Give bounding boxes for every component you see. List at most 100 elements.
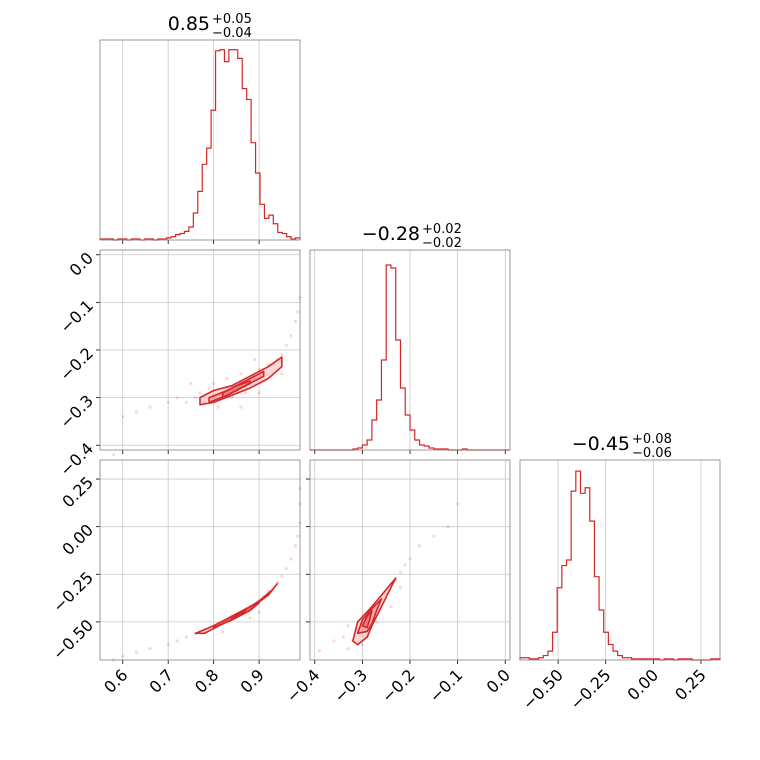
scatter-panel-0-frame: [99, 249, 301, 451]
contour-level-0: [194, 583, 279, 635]
title-minus-1: −0.02: [422, 236, 462, 251]
scatter-point: [243, 391, 248, 395]
scatter-point: [166, 400, 170, 404]
scatter-point: [398, 586, 403, 590]
scatter-point: [275, 580, 279, 584]
scatter-point: [280, 574, 284, 578]
histogram-line-1: [310, 264, 510, 451]
scatter-point: [341, 635, 345, 639]
scatter-point: [266, 362, 270, 366]
contour-level-2: [361, 609, 373, 629]
x-tick-label-param-2: −0.50: [519, 665, 567, 713]
contour-level-2: [231, 609, 247, 621]
scatter-point: [257, 391, 261, 395]
scatter-point: [456, 502, 460, 506]
scatter-point: [289, 557, 293, 561]
scatter-point: [293, 544, 298, 548]
y-tick-label-param-1: −0.1: [56, 296, 97, 337]
scatter-point: [346, 646, 350, 651]
scatter-point: [216, 405, 220, 409]
scatter-point: [296, 310, 300, 314]
title-plus-2: +0.08: [632, 432, 672, 447]
scatter-point: [239, 372, 243, 376]
scatter-point: [346, 624, 350, 628]
scatter-point: [148, 646, 152, 651]
x-tick-label-param-2: 0.00: [624, 665, 663, 704]
scatter-point: [221, 629, 225, 634]
scatter-point: [360, 643, 364, 647]
histogram-line-0: [99, 49, 301, 241]
scatter-point: [446, 525, 450, 529]
scatter-point: [389, 605, 393, 609]
scatter-point: [212, 381, 216, 385]
title-plus-1: +0.02: [422, 222, 462, 237]
hist-panel-1-frame: [309, 249, 511, 451]
scatter-panel-2-frame: [309, 459, 511, 661]
scatter-point: [134, 410, 138, 414]
title-median-2: −0.45: [572, 433, 630, 455]
x-tick-label-param-0: 0.9: [236, 665, 267, 696]
title-minus-2: −0.06: [632, 446, 672, 461]
x-tick-label-param-1: −0.1: [426, 665, 467, 706]
scatter-point: [175, 396, 179, 400]
scatter-point: [166, 643, 170, 647]
y-tick-label-param-2: −0.25: [49, 568, 97, 616]
x-tick-label-param-0: 0.8: [191, 665, 222, 696]
y-tick-label-param-1: −0.4: [56, 439, 97, 480]
scatter-point: [230, 396, 234, 400]
title-plus-0: +0.05: [212, 12, 252, 27]
scatter-point: [148, 405, 152, 409]
scatter-point: [175, 639, 179, 643]
scatter-point: [403, 563, 407, 567]
scatter-point: [289, 334, 293, 338]
scatter-point: [121, 415, 125, 419]
scatter-point: [184, 635, 188, 639]
scatter-point: [293, 319, 298, 324]
title-median-1: −0.28: [362, 223, 420, 245]
scatter-point: [332, 639, 336, 643]
y-tick-label-param-1: 0.0: [66, 248, 97, 279]
x-tick-label-param-2: 0.25: [671, 665, 710, 704]
x-tick-label-param-1: −0.3: [330, 665, 371, 706]
x-tick-label-param-1: −0.4: [283, 665, 324, 706]
scatter-point: [296, 534, 300, 538]
scatter-point: [317, 648, 322, 653]
x-tick-label-param-1: −0.2: [378, 665, 419, 706]
scatter-point: [112, 453, 116, 457]
contour-level-2: [221, 380, 251, 399]
scatter-point: [280, 372, 284, 376]
scatter-point: [257, 367, 261, 371]
y-tick-label-param-2: −0.50: [49, 616, 97, 664]
scatter-point: [284, 343, 288, 347]
x-tick-label-param-0: 0.7: [146, 665, 177, 696]
scatter-point: [121, 654, 125, 658]
scatter-point: [248, 616, 252, 620]
hist-panel-0-frame: [99, 39, 301, 241]
x-tick-label-param-2: −0.25: [566, 665, 614, 713]
y-tick-label-param-1: −0.2: [56, 344, 97, 385]
scatter-point: [257, 610, 261, 614]
y-tick-label-param-1: −0.3: [56, 391, 97, 432]
x-tick-label-param-0: 0.6: [100, 665, 131, 696]
hist-panel-2-frame: [519, 459, 721, 661]
scatter-point: [280, 353, 284, 357]
scatter-panel-1-frame: [99, 459, 301, 661]
scatter-point: [184, 400, 188, 404]
histogram-line-2: [519, 470, 721, 661]
scatter-point: [408, 557, 412, 561]
y-tick-label-param-2: 0.00: [58, 520, 97, 559]
scatter-point: [252, 357, 257, 362]
scatter-point: [207, 386, 211, 390]
scatter-point: [189, 381, 193, 385]
scatter-point: [239, 405, 243, 409]
scatter-point: [375, 620, 379, 624]
scatter-point: [193, 396, 198, 400]
title-median-0: 0.85: [168, 13, 210, 35]
y-tick-label-param-2: 0.25: [58, 473, 97, 512]
scatter-point: [432, 534, 436, 538]
scatter-point: [134, 650, 138, 654]
scatter-point: [225, 376, 229, 381]
scatter-point: [417, 544, 422, 548]
x-tick-label-param-1: 0.0: [483, 665, 514, 696]
